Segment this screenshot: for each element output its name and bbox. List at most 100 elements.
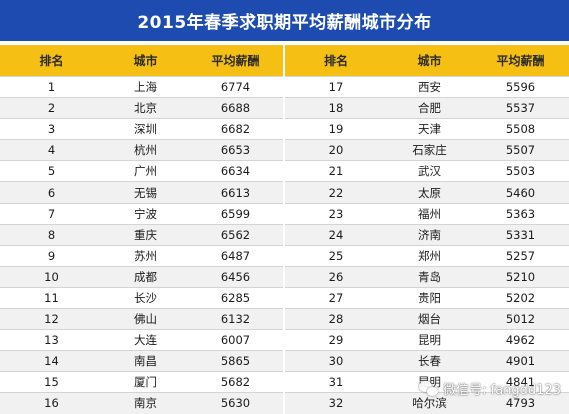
table-row: 3 深圳 6682 19 天津 5508	[0, 118, 569, 140]
salary-cell: 6285	[188, 286, 284, 309]
rank-cell: 27	[283, 286, 387, 309]
city-cell: 南京	[103, 392, 188, 414]
salary-cell: 6653	[188, 139, 284, 161]
rank-cell: 19	[283, 118, 387, 140]
city-cell: 长春	[387, 350, 472, 372]
city-cell: 武汉	[387, 160, 472, 182]
salary-cell: 6487	[188, 244, 284, 267]
table-row: 2 北京 6688 18 合肥 5537	[0, 97, 569, 119]
city-cell: 佛山	[103, 308, 188, 330]
salary-cell: 5257	[472, 244, 569, 267]
salary-cell: 6562	[188, 223, 284, 246]
rank-cell: 28	[283, 308, 387, 330]
header-city: 城市	[103, 45, 188, 77]
city-cell: 深圳	[103, 118, 188, 140]
rank-cell: 4	[0, 139, 103, 161]
rank-cell: 13	[0, 329, 103, 351]
rank-cell: 32	[283, 392, 387, 414]
table-row: 1 上海 6774 17 西安 5596	[0, 75, 569, 98]
rank-cell: 21	[283, 160, 387, 182]
header-salary: 平均薪酬	[188, 45, 284, 77]
rank-cell: 16	[0, 392, 103, 414]
header-rank-right: 排名	[283, 45, 387, 77]
city-cell: 郑州	[387, 244, 472, 267]
table-row: 4 杭州 6653 20 石家庄 5507	[0, 139, 569, 161]
salary-cell: 5865	[188, 350, 284, 372]
salary-cell: 5630	[188, 392, 284, 414]
city-cell: 济南	[387, 223, 472, 246]
table-row: 7 宁波 6599 23 福州 5363	[0, 202, 569, 225]
city-cell: 杭州	[103, 139, 188, 161]
city-cell: 贵阳	[387, 286, 472, 309]
salary-table: 排名 城市 平均薪酬 排名 城市 平均薪酬 1 上海 6774 17 西安 5596 2 北京…	[0, 45, 569, 414]
rank-cell: 3	[0, 118, 103, 140]
rank-cell: 22	[283, 181, 387, 204]
salary-cell: 6774	[188, 75, 284, 98]
table-row: 10 成都 6456 26 青岛 5210	[0, 265, 569, 288]
table-row: 13 大连 6007 29 昆明 4962	[0, 329, 569, 351]
salary-cell: 6456	[188, 265, 284, 288]
table-header-row: 排名 城市 平均薪酬 排名 城市 平均薪酬	[0, 45, 569, 77]
city-cell: 宁波	[103, 202, 188, 225]
salary-cell: 6007	[188, 329, 284, 351]
city-cell: 合肥	[387, 97, 472, 119]
header-salary-right: 平均薪酬	[472, 45, 569, 77]
salary-cell: 6688	[188, 97, 284, 119]
watermark-text: 微信号: fangdd123	[443, 383, 561, 398]
title-divider	[0, 41, 569, 45]
city-cell: 重庆	[103, 223, 188, 246]
rank-cell: 18	[283, 97, 387, 119]
city-cell: 苏州	[103, 244, 188, 267]
city-cell: 烟台	[387, 308, 472, 330]
city-cell: 无锡	[103, 181, 188, 204]
salary-cell: 5507	[472, 139, 569, 161]
salary-cell: 5503	[472, 160, 569, 182]
page-title: 2015年春季求职期平均薪酬城市分布	[0, 0, 569, 41]
rank-cell: 7	[0, 202, 103, 225]
rank-cell: 20	[283, 139, 387, 161]
table-row: 6 无锡 6613 22 太原 5460	[0, 181, 569, 204]
salary-cell: 5682	[188, 371, 284, 393]
salary-cell: 5202	[472, 286, 569, 309]
city-cell: 厦门	[103, 371, 188, 393]
rank-cell: 9	[0, 244, 103, 267]
rank-cell: 2	[0, 97, 103, 119]
salary-cell: 5460	[472, 181, 569, 204]
salary-cell: 6132	[188, 308, 284, 330]
salary-cell: 6599	[188, 202, 284, 225]
city-cell: 北京	[103, 97, 188, 119]
watermark: 微信号: fangdd123	[419, 379, 561, 398]
table-row: 11 长沙 6285 27 贵阳 5202	[0, 286, 569, 309]
city-cell: 大连	[103, 329, 188, 351]
wechat-icon	[419, 380, 439, 397]
table-row: 8 重庆 6562 24 济南 5331	[0, 223, 569, 246]
salary-cell: 5508	[472, 118, 569, 140]
rank-cell: 25	[283, 244, 387, 267]
city-cell: 成都	[103, 265, 188, 288]
city-cell: 福州	[387, 202, 472, 225]
table-row: 15厦门568231昆明4841	[0, 371, 569, 393]
city-cell: 天津	[387, 118, 472, 140]
salary-cell: 4962	[472, 329, 569, 351]
city-cell: 广州	[103, 160, 188, 182]
city-cell: 长沙	[103, 286, 188, 309]
salary-cell: 4901	[472, 350, 569, 372]
rank-cell: 30	[283, 350, 387, 372]
rank-cell: 8	[0, 223, 103, 246]
salary-cell: 5537	[472, 97, 569, 119]
table-body: 1 上海 6774 17 西安 5596 2 北京 6688 18 合肥 5537 3 深圳 6682 19 天…	[0, 75, 569, 414]
salary-cell: 5363	[472, 202, 569, 225]
salary-cell: 5012	[472, 308, 569, 330]
rank-cell: 24	[283, 223, 387, 246]
salary-cell: 6634	[188, 160, 284, 182]
rank-cell: 23	[283, 202, 387, 225]
city-cell: 太原	[387, 181, 472, 204]
city-cell: 昆明	[387, 329, 472, 351]
salary-cell: 4841	[472, 371, 569, 393]
rank-cell: 5	[0, 160, 103, 182]
salary-cell: 6613	[188, 181, 284, 204]
city-cell: 西安	[387, 75, 472, 98]
salary-cell: 5331	[472, 223, 569, 246]
header-rank: 排名	[0, 45, 103, 77]
rank-cell: 14	[0, 350, 103, 372]
